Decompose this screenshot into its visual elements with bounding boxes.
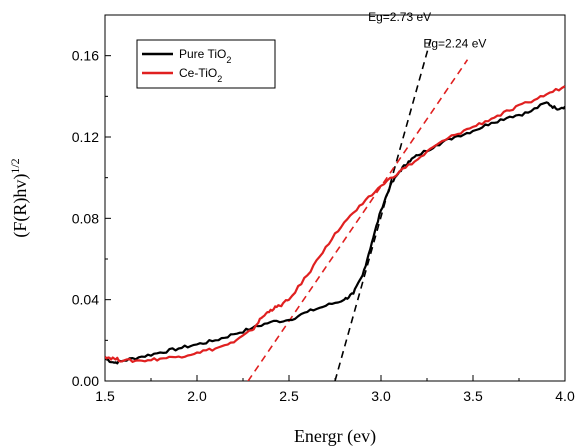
band-gap-annotation: Eg=2.24 eV <box>423 37 486 51</box>
x-tick-label: 4.0 <box>555 388 575 404</box>
x-tick-label: 1.5 <box>95 388 115 404</box>
x-tick-label: 2.5 <box>279 388 299 404</box>
fit-line-layer <box>247 39 469 381</box>
y-tick-label: 0.00 <box>72 373 99 389</box>
y-tick-label: 0.04 <box>72 292 99 308</box>
x-tick-label: 3.0 <box>371 388 391 404</box>
y-tick-label: 0.16 <box>72 48 99 64</box>
x-axis-title: Energr (ev) <box>294 426 376 447</box>
legend: Pure TiO2 Ce-TiO2 <box>136 39 276 89</box>
x-tick-label: 2.0 <box>187 388 207 404</box>
y-tick-label: 0.12 <box>72 129 99 145</box>
y-axis-title: (F(R)hv)1/2 <box>8 158 31 237</box>
legend-box <box>136 39 276 89</box>
series-line-pure-tio2 <box>105 101 565 365</box>
y-tick-label: 0.08 <box>72 210 99 226</box>
x-tick-label: 3.5 <box>463 388 483 404</box>
series-line-ce-tio2 <box>105 85 565 363</box>
series-layer <box>105 85 565 365</box>
band-gap-annotation: Eg=2.73 eV <box>368 10 431 24</box>
tangent-fit-line-1 <box>247 59 469 381</box>
legend-label-ce-tio2: Ce-TiO2 <box>179 66 222 84</box>
legend-label-pure-tio2: Pure TiO2 <box>179 47 231 65</box>
axes-layer: 1.5 2.0 2.5 3.0 3.5 4.0 0.00 0.04 0.08 0.12 0.16 <box>72 14 575 404</box>
